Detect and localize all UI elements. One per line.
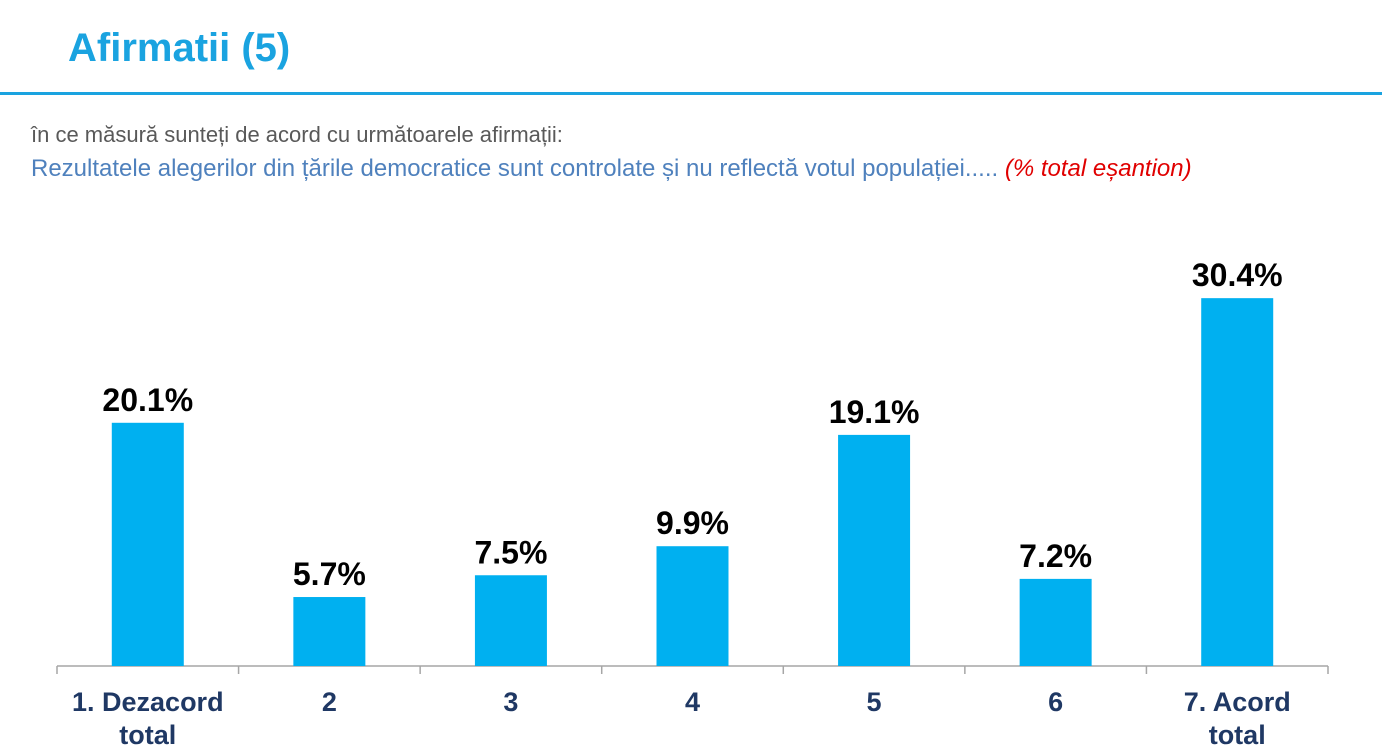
bar: [656, 546, 729, 666]
data-label: 9.9%: [656, 505, 729, 541]
bar: [293, 597, 366, 666]
statement-line: Rezultatele alegerilor din țările democr…: [31, 154, 1192, 184]
statement-text: Rezultatele alegerilor din țările democr…: [31, 155, 1005, 182]
question-text: în ce măsură sunteți de acord cu următoa…: [31, 122, 563, 147]
page-title: Afirmatii (5): [68, 26, 291, 70]
title-divider: [0, 92, 1382, 95]
category-label: 2: [322, 687, 337, 717]
bar: [111, 422, 184, 666]
category-label: 5: [867, 687, 882, 717]
category-label: 1. Dezacord: [72, 687, 224, 717]
category-label: total: [119, 720, 176, 750]
category-label: total: [1209, 720, 1266, 750]
bar: [1019, 578, 1092, 666]
bar: [838, 434, 911, 666]
category-label: 4: [685, 687, 700, 717]
category-label: 6: [1048, 687, 1063, 717]
category-label: 7. Acord: [1184, 687, 1291, 717]
sample-note: (% total eșantion): [1004, 155, 1192, 182]
bar: [474, 575, 547, 666]
category-label: 3: [503, 687, 518, 717]
data-label: 20.1%: [102, 382, 193, 418]
data-label: 7.2%: [1019, 538, 1092, 574]
data-label: 19.1%: [829, 394, 920, 430]
data-label: 5.7%: [293, 556, 366, 592]
data-label: 30.4%: [1192, 257, 1283, 293]
bar: [1201, 298, 1274, 666]
data-label: 7.5%: [474, 534, 547, 570]
